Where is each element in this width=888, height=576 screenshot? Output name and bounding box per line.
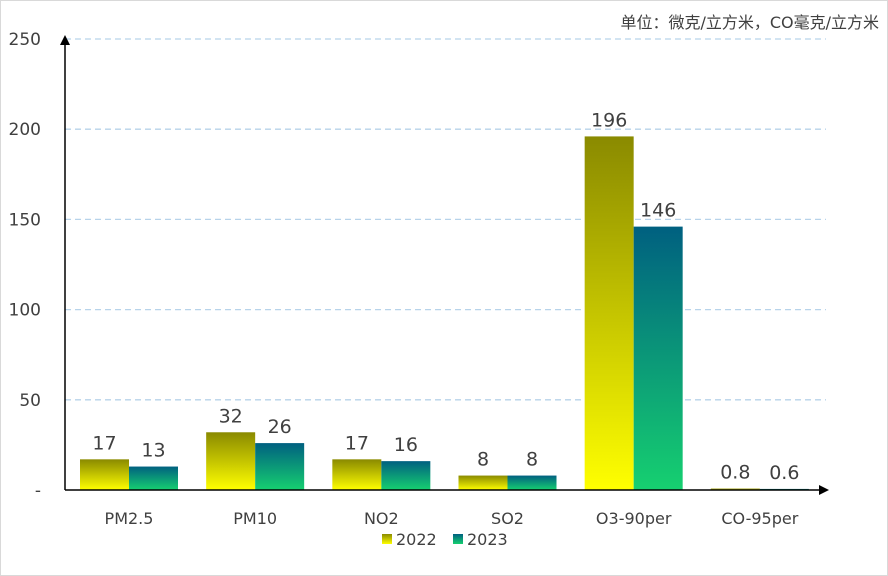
data-label: 13	[141, 440, 165, 462]
bar-2023-NO2	[381, 461, 431, 490]
bar-2022-PM2.5	[80, 459, 129, 490]
legend-label: 2022	[396, 530, 437, 549]
data-label: 26	[268, 416, 292, 438]
category-label: O3-90per	[596, 509, 672, 528]
bar-2023-SO2	[507, 475, 557, 490]
labels: - 50 100 150 200 250 17 13 PM2.5 32 26 PM10 17 16 NO2 8…	[9, 30, 800, 528]
category-label: NO2	[364, 509, 399, 528]
bar-2023-PM10	[255, 443, 305, 490]
data-label: 17	[345, 432, 369, 454]
bar-2022-PM10	[206, 432, 256, 490]
legend: 2022 2023	[382, 530, 508, 549]
legend-swatch-2023	[453, 534, 463, 544]
y-tick-label: 50	[19, 391, 41, 411]
category-label: CO-95per	[721, 509, 798, 528]
bar-2022-SO2	[458, 475, 508, 490]
category-label: PM2.5	[105, 509, 154, 528]
legend-label: 2023	[467, 530, 508, 549]
data-label: 8	[477, 449, 489, 471]
data-label: 0.8	[720, 462, 750, 484]
unit-note: 单位：微克/立方米，CO毫克/立方米	[620, 13, 879, 32]
bar-2022-NO2	[332, 459, 382, 490]
y-tick-label: 100	[9, 301, 41, 321]
y-tick-label: 250	[9, 30, 41, 50]
category-label: SO2	[491, 509, 524, 528]
data-label: 146	[640, 200, 676, 222]
data-label: 16	[394, 434, 418, 456]
data-label: 17	[92, 432, 116, 454]
y-tick-label: -	[35, 481, 41, 501]
data-label: 0.6	[769, 462, 799, 484]
grid-lines	[65, 38, 826, 401]
bar-2022-O3-90per	[584, 136, 634, 490]
axes	[60, 35, 829, 495]
bar-2023-O3-90per	[633, 226, 683, 490]
data-label: 196	[591, 109, 627, 131]
y-tick-label: 150	[9, 210, 41, 230]
bars	[80, 136, 809, 490]
y-tick-label: 200	[9, 120, 41, 140]
category-label: PM10	[233, 509, 277, 528]
bar-2023-PM2.5	[129, 466, 178, 490]
legend-swatch-2022	[382, 534, 392, 544]
data-label: 8	[526, 449, 538, 471]
data-label: 32	[219, 405, 243, 427]
